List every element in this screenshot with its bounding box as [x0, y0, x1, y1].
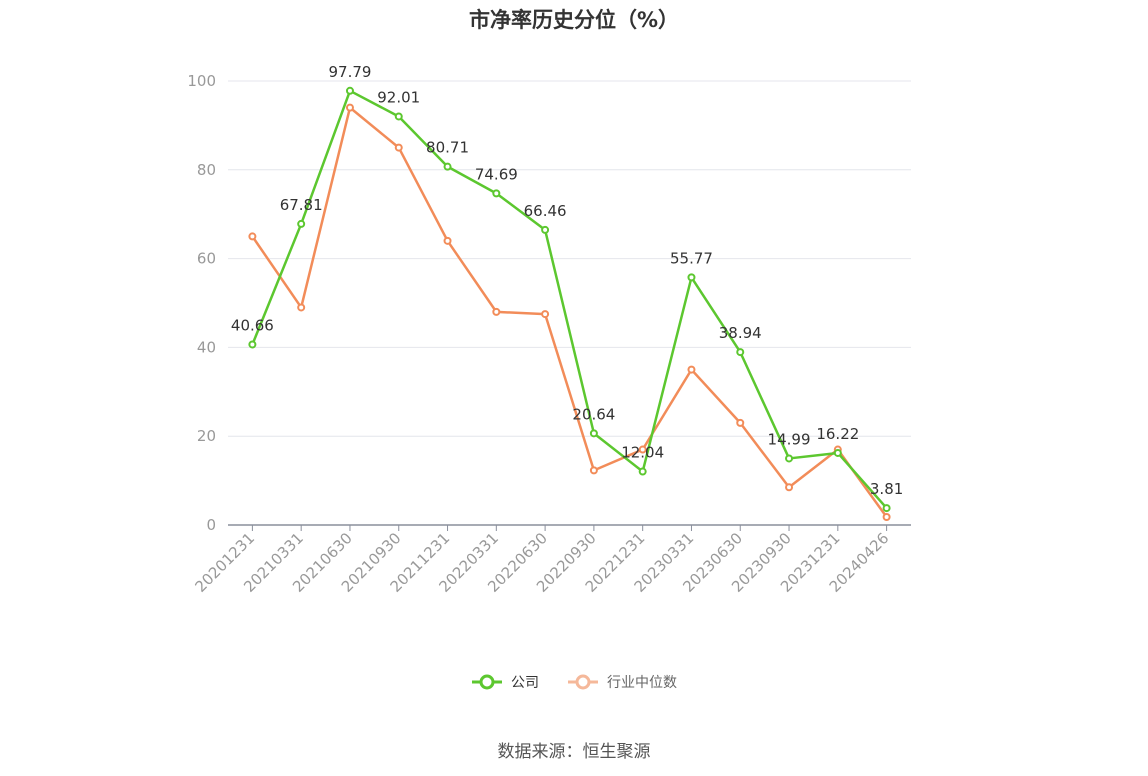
axes: 0204060801002020123120210331202106302021…: [187, 72, 911, 596]
company-point: [394, 112, 403, 121]
y-tick-label: 80: [197, 161, 216, 179]
industry-point: [638, 445, 647, 454]
source-note: 数据来源：恒生聚源: [497, 742, 651, 762]
circle-line-icon: [472, 674, 502, 690]
data-label: 74.69: [475, 165, 518, 183]
data-label: 55.77: [670, 249, 713, 267]
industry-point: [882, 513, 891, 522]
legend-label-company: 公司: [511, 675, 539, 691]
industry-point: [589, 466, 598, 475]
company-point: [882, 504, 891, 513]
legend-label-industry: 行业中位数: [607, 675, 677, 691]
industry-point: [345, 103, 354, 112]
data-label: 16.22: [816, 425, 859, 443]
data-label: 66.46: [524, 202, 567, 220]
industry-point: [736, 418, 745, 427]
industry-point: [443, 236, 452, 245]
series-lines: [248, 86, 891, 522]
company-point: [345, 86, 354, 95]
industry-point: [492, 307, 501, 316]
legend: 公司 行业中位数: [0, 672, 1148, 692]
company-line: [251, 89, 888, 509]
industry-point: [785, 483, 794, 492]
company-point: [492, 189, 501, 198]
chart-title: 市净率历史分位（%）: [468, 8, 680, 32]
y-tick-label: 20: [197, 427, 216, 445]
data-label: 92.01: [377, 88, 420, 106]
data-label: 38.94: [719, 324, 762, 342]
company-point: [589, 429, 598, 438]
grid-lines: [228, 80, 911, 437]
data-labels: 40.66 67.81 97.79 92.01 80.71 74.69 66.46 20.64…: [231, 63, 903, 498]
company-point: [736, 348, 745, 357]
y-tick-label: 40: [197, 338, 216, 356]
company-point: [687, 273, 696, 282]
industry-point: [248, 232, 257, 241]
company-point: [785, 454, 794, 463]
company-point: [297, 219, 306, 228]
data-label: 67.81: [280, 196, 323, 214]
line-chart: 0204060801002020123120210331202106302021…: [187, 63, 911, 596]
y-tick-label: 100: [187, 72, 216, 90]
data-label: 97.79: [328, 63, 371, 81]
company-point: [833, 448, 842, 457]
data-label: 20.64: [572, 405, 615, 423]
data-label: 40.66: [231, 316, 274, 334]
data-label: 80.71: [426, 139, 469, 157]
industry-point: [541, 310, 550, 319]
industry-line: [251, 106, 888, 518]
legend-item-company[interactable]: 公司: [471, 672, 539, 692]
industry-point: [394, 143, 403, 152]
legend-item-industry[interactable]: 行业中位数: [567, 672, 677, 692]
data-label: 12.04: [621, 444, 664, 462]
circle-line-icon: [568, 674, 598, 690]
y-tick-label: 0: [206, 516, 216, 534]
data-label: 14.99: [768, 430, 811, 448]
company-point: [638, 467, 647, 476]
company-point: [541, 225, 550, 234]
industry-point: [297, 303, 306, 312]
company-point: [248, 340, 257, 349]
y-tick-label: 60: [197, 250, 216, 268]
industry-point: [687, 365, 696, 374]
data-label: 3.81: [870, 480, 903, 498]
company-point: [443, 162, 452, 171]
